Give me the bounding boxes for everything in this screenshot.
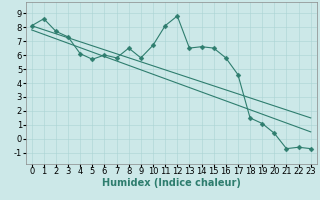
X-axis label: Humidex (Indice chaleur): Humidex (Indice chaleur) [102,178,241,188]
